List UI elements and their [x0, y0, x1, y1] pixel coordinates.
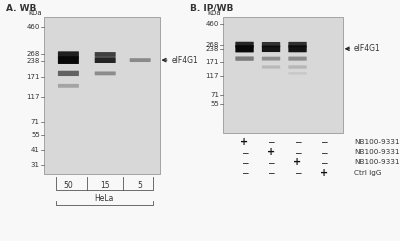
FancyBboxPatch shape — [235, 56, 254, 61]
Text: +: + — [240, 137, 248, 147]
Text: −: − — [294, 148, 301, 157]
Text: 41: 41 — [31, 147, 40, 153]
Text: +: + — [267, 147, 275, 157]
Text: 55: 55 — [210, 101, 219, 107]
Text: −: − — [241, 158, 248, 167]
FancyBboxPatch shape — [58, 56, 79, 64]
Text: −: − — [320, 138, 328, 147]
FancyBboxPatch shape — [95, 57, 116, 63]
FancyBboxPatch shape — [262, 66, 280, 69]
Text: 71: 71 — [31, 119, 40, 125]
Text: 171: 171 — [206, 59, 219, 65]
Text: 268: 268 — [206, 42, 219, 48]
Text: B. IP/WB: B. IP/WB — [190, 4, 233, 13]
FancyBboxPatch shape — [235, 45, 254, 52]
Text: NB100-93316: NB100-93316 — [354, 149, 400, 155]
Text: +: + — [294, 157, 302, 167]
Text: 460: 460 — [26, 24, 40, 30]
FancyBboxPatch shape — [288, 65, 307, 69]
FancyBboxPatch shape — [44, 17, 160, 174]
Text: 238: 238 — [26, 58, 40, 64]
Text: −: − — [320, 158, 328, 167]
Text: NB100-93315: NB100-93315 — [354, 139, 400, 145]
Text: −: − — [241, 168, 248, 177]
Text: 50: 50 — [64, 181, 73, 190]
FancyBboxPatch shape — [95, 72, 116, 75]
Text: 5: 5 — [138, 181, 142, 190]
Text: 15: 15 — [100, 181, 110, 190]
FancyBboxPatch shape — [235, 42, 254, 47]
Text: NB100-93317: NB100-93317 — [354, 160, 400, 165]
Text: −: − — [294, 168, 301, 177]
Text: 55: 55 — [31, 132, 40, 138]
Text: eIF4G1: eIF4G1 — [172, 56, 198, 65]
Text: −: − — [267, 168, 275, 177]
Text: HeLa: HeLa — [94, 194, 114, 203]
Text: kDa: kDa — [207, 10, 221, 16]
Text: Ctrl IgG: Ctrl IgG — [354, 170, 382, 175]
FancyBboxPatch shape — [95, 52, 116, 57]
Text: 268: 268 — [26, 52, 40, 57]
FancyBboxPatch shape — [58, 71, 79, 76]
Text: eIF4G1: eIF4G1 — [354, 44, 381, 53]
Text: −: − — [267, 138, 275, 147]
Text: 171: 171 — [26, 74, 40, 80]
Text: 117: 117 — [26, 94, 40, 100]
FancyBboxPatch shape — [58, 84, 79, 88]
FancyBboxPatch shape — [262, 46, 280, 52]
Text: −: − — [320, 148, 328, 157]
Text: 71: 71 — [210, 92, 219, 98]
Text: 460: 460 — [206, 21, 219, 27]
FancyBboxPatch shape — [288, 45, 307, 52]
FancyBboxPatch shape — [288, 42, 307, 47]
Text: 117: 117 — [206, 73, 219, 79]
Text: −: − — [267, 158, 275, 167]
FancyBboxPatch shape — [262, 42, 280, 47]
Text: 31: 31 — [31, 161, 40, 167]
FancyBboxPatch shape — [288, 57, 307, 61]
Text: −: − — [241, 148, 248, 157]
FancyBboxPatch shape — [58, 51, 79, 58]
FancyBboxPatch shape — [223, 17, 344, 133]
Text: A. WB: A. WB — [6, 4, 36, 13]
Text: +: + — [320, 167, 328, 178]
FancyBboxPatch shape — [262, 57, 280, 60]
Text: −: − — [294, 138, 301, 147]
FancyBboxPatch shape — [130, 58, 151, 62]
Text: 238: 238 — [206, 46, 219, 52]
FancyBboxPatch shape — [288, 72, 307, 75]
Text: kDa: kDa — [28, 10, 42, 16]
